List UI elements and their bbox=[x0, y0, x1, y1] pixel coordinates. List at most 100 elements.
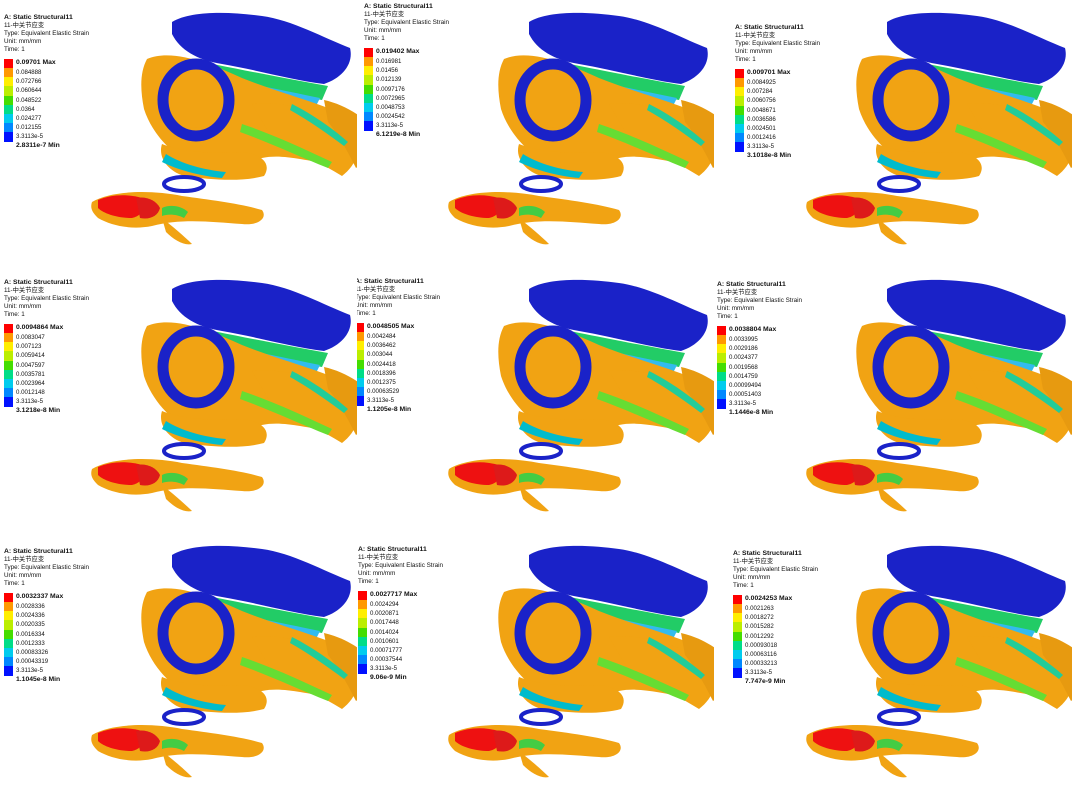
color-ramp: 0.0038804 Max 0.0033995 0.0029186 0.0024377… bbox=[717, 325, 802, 418]
bottom-strain-band bbox=[877, 205, 903, 218]
bottom-strain-band bbox=[162, 205, 188, 218]
legend-value-label: 0.0023964 bbox=[16, 380, 45, 388]
bottom-strain-band bbox=[519, 738, 545, 751]
legend-swatch bbox=[4, 323, 13, 334]
legend-swatch bbox=[4, 104, 13, 115]
legend-swatch bbox=[4, 620, 13, 630]
bone-strip-2 bbox=[324, 100, 357, 168]
bone-strip-2 bbox=[324, 367, 357, 435]
legend-swatch bbox=[735, 96, 744, 106]
legend-swatch bbox=[4, 592, 13, 603]
top-bone-shape bbox=[887, 279, 1066, 351]
legend-unit: Unit: mm/mm bbox=[4, 572, 42, 580]
legend-swatch bbox=[4, 86, 13, 96]
legend-row: 0.0059414 bbox=[4, 351, 89, 361]
legend-swatch bbox=[364, 66, 373, 76]
legend-row: 0.0072965 bbox=[364, 93, 449, 104]
legend-value-label: 0.007284 bbox=[747, 88, 773, 96]
legend-swatch bbox=[735, 124, 744, 134]
legend-row: 0.0020335 bbox=[4, 620, 89, 630]
legend-value-label: 0.060644 bbox=[16, 87, 42, 95]
legend-swatch bbox=[4, 388, 13, 398]
legend-row: 0.072766 bbox=[4, 77, 89, 87]
legend-value-label: 3.3113e-5 bbox=[16, 667, 43, 675]
legend-swatch bbox=[4, 351, 13, 361]
color-ramp: 0.0024253 Max 0.0021263 0.0018272 0.0015282… bbox=[733, 594, 818, 687]
legend-type: Type: Equivalent Elastic Strain bbox=[733, 566, 819, 574]
legend-swatch bbox=[364, 75, 373, 85]
legend-value-label: 0.00043319 bbox=[16, 658, 49, 666]
legend-value-label: 0.0083047 bbox=[16, 334, 45, 342]
legend-row: 0.0014024 bbox=[358, 627, 443, 637]
legend-swatch bbox=[364, 47, 373, 58]
legend-row: 3.3113e-5 bbox=[733, 668, 818, 678]
legend-swatch bbox=[4, 95, 13, 105]
legend-value-label: 0.00099494 bbox=[729, 382, 762, 390]
legend-swatch bbox=[358, 590, 367, 601]
legend-swatch bbox=[358, 636, 367, 647]
legend-unit: Unit: mm/mm bbox=[717, 305, 755, 313]
legend-unit: Unit: mm/mm bbox=[358, 570, 396, 578]
legend-swatch bbox=[358, 646, 367, 656]
legend-row: 0.0027717 Max bbox=[358, 590, 443, 601]
legend-value-label: 0.0072965 bbox=[376, 94, 405, 102]
strain-stripe-1 bbox=[597, 124, 689, 168]
legend-swatch bbox=[357, 350, 364, 360]
legend-row: 0.048522 bbox=[4, 95, 89, 105]
legend-max-label: 0.0094864 Max bbox=[16, 323, 64, 331]
legend-subtitle: 11-中关节应变 bbox=[735, 32, 776, 40]
legend-row: 0.00093018 bbox=[733, 640, 818, 651]
bone-strip-2 bbox=[681, 100, 714, 168]
bottom-strain-band bbox=[877, 472, 903, 485]
legend-value-label: 0.0029186 bbox=[729, 345, 758, 353]
legend-row: 3.1218e-8 Min bbox=[4, 407, 89, 416]
legend-value-label: 0.0042484 bbox=[367, 333, 396, 341]
ring-shape bbox=[872, 325, 950, 409]
ring-shape bbox=[157, 58, 235, 142]
top-bone-shape bbox=[529, 12, 708, 85]
legend-value-label: 0.0012416 bbox=[747, 134, 776, 142]
legend-row: 0.019402 Max bbox=[364, 47, 449, 58]
result-panel-5: A: Static Structural11 11-中关节应变 Type: Equi… bbox=[357, 267, 714, 530]
legend-swatch bbox=[4, 77, 13, 87]
legend-max-label: 0.009701 Max bbox=[747, 68, 791, 76]
legend-row: 0.00043319 bbox=[4, 657, 89, 667]
legend-time: Time: 1 bbox=[717, 313, 738, 321]
legend: A: Static Structural11 11-中关节应变 Type: Equi… bbox=[717, 281, 802, 418]
legend-value-label: 0.0024542 bbox=[376, 113, 405, 121]
color-ramp: 0.0048505 Max 0.0042484 0.0036462 0.003044 0… bbox=[357, 322, 440, 415]
legend-row: 0.0084925 bbox=[735, 78, 820, 88]
ring-shape bbox=[157, 325, 235, 409]
legend-swatch bbox=[733, 650, 742, 660]
max-strain-region bbox=[813, 195, 859, 218]
bottom-bone-tail bbox=[877, 485, 907, 512]
legend-row: 3.3113e-5 bbox=[4, 397, 89, 407]
legend-value-label: 0.0020871 bbox=[370, 610, 399, 618]
legend-swatch bbox=[4, 333, 13, 343]
ring-core bbox=[528, 339, 578, 395]
legend-swatch bbox=[733, 613, 742, 623]
legend-min-label: 1.1205e-8 Min bbox=[367, 405, 412, 413]
legend-title: A: Static Structural11 bbox=[735, 24, 804, 31]
legend-swatch bbox=[364, 121, 373, 131]
legend-swatch bbox=[4, 629, 13, 639]
result-panel-3: A: Static Structural11 11-中关节应变 Type: Equi… bbox=[715, 0, 1072, 263]
legend-swatch bbox=[364, 112, 373, 122]
legend: A: Static Structural11 11-中关节应变 Type: Equi… bbox=[358, 546, 443, 683]
disk-shape bbox=[519, 708, 563, 726]
legend-swatch bbox=[733, 668, 742, 678]
legend-swatch bbox=[358, 609, 367, 619]
legend-max-label: 0.019402 Max bbox=[376, 47, 420, 55]
legend-swatch bbox=[717, 390, 726, 400]
legend-value-label: 3.3113e-5 bbox=[376, 122, 403, 130]
ring-core bbox=[886, 605, 936, 661]
bone-strip-2 bbox=[324, 633, 357, 701]
ring-shape bbox=[872, 591, 950, 675]
legend-swatch bbox=[364, 57, 373, 67]
legend-row: 0.0024418 bbox=[357, 359, 440, 369]
max-strain-region-2 bbox=[851, 197, 875, 219]
max-strain-region bbox=[98, 195, 144, 218]
legend-value-label: 0.00093018 bbox=[745, 641, 778, 649]
legend-row: 0.0048753 bbox=[364, 103, 449, 113]
strain-stripe-2 bbox=[1005, 371, 1063, 413]
